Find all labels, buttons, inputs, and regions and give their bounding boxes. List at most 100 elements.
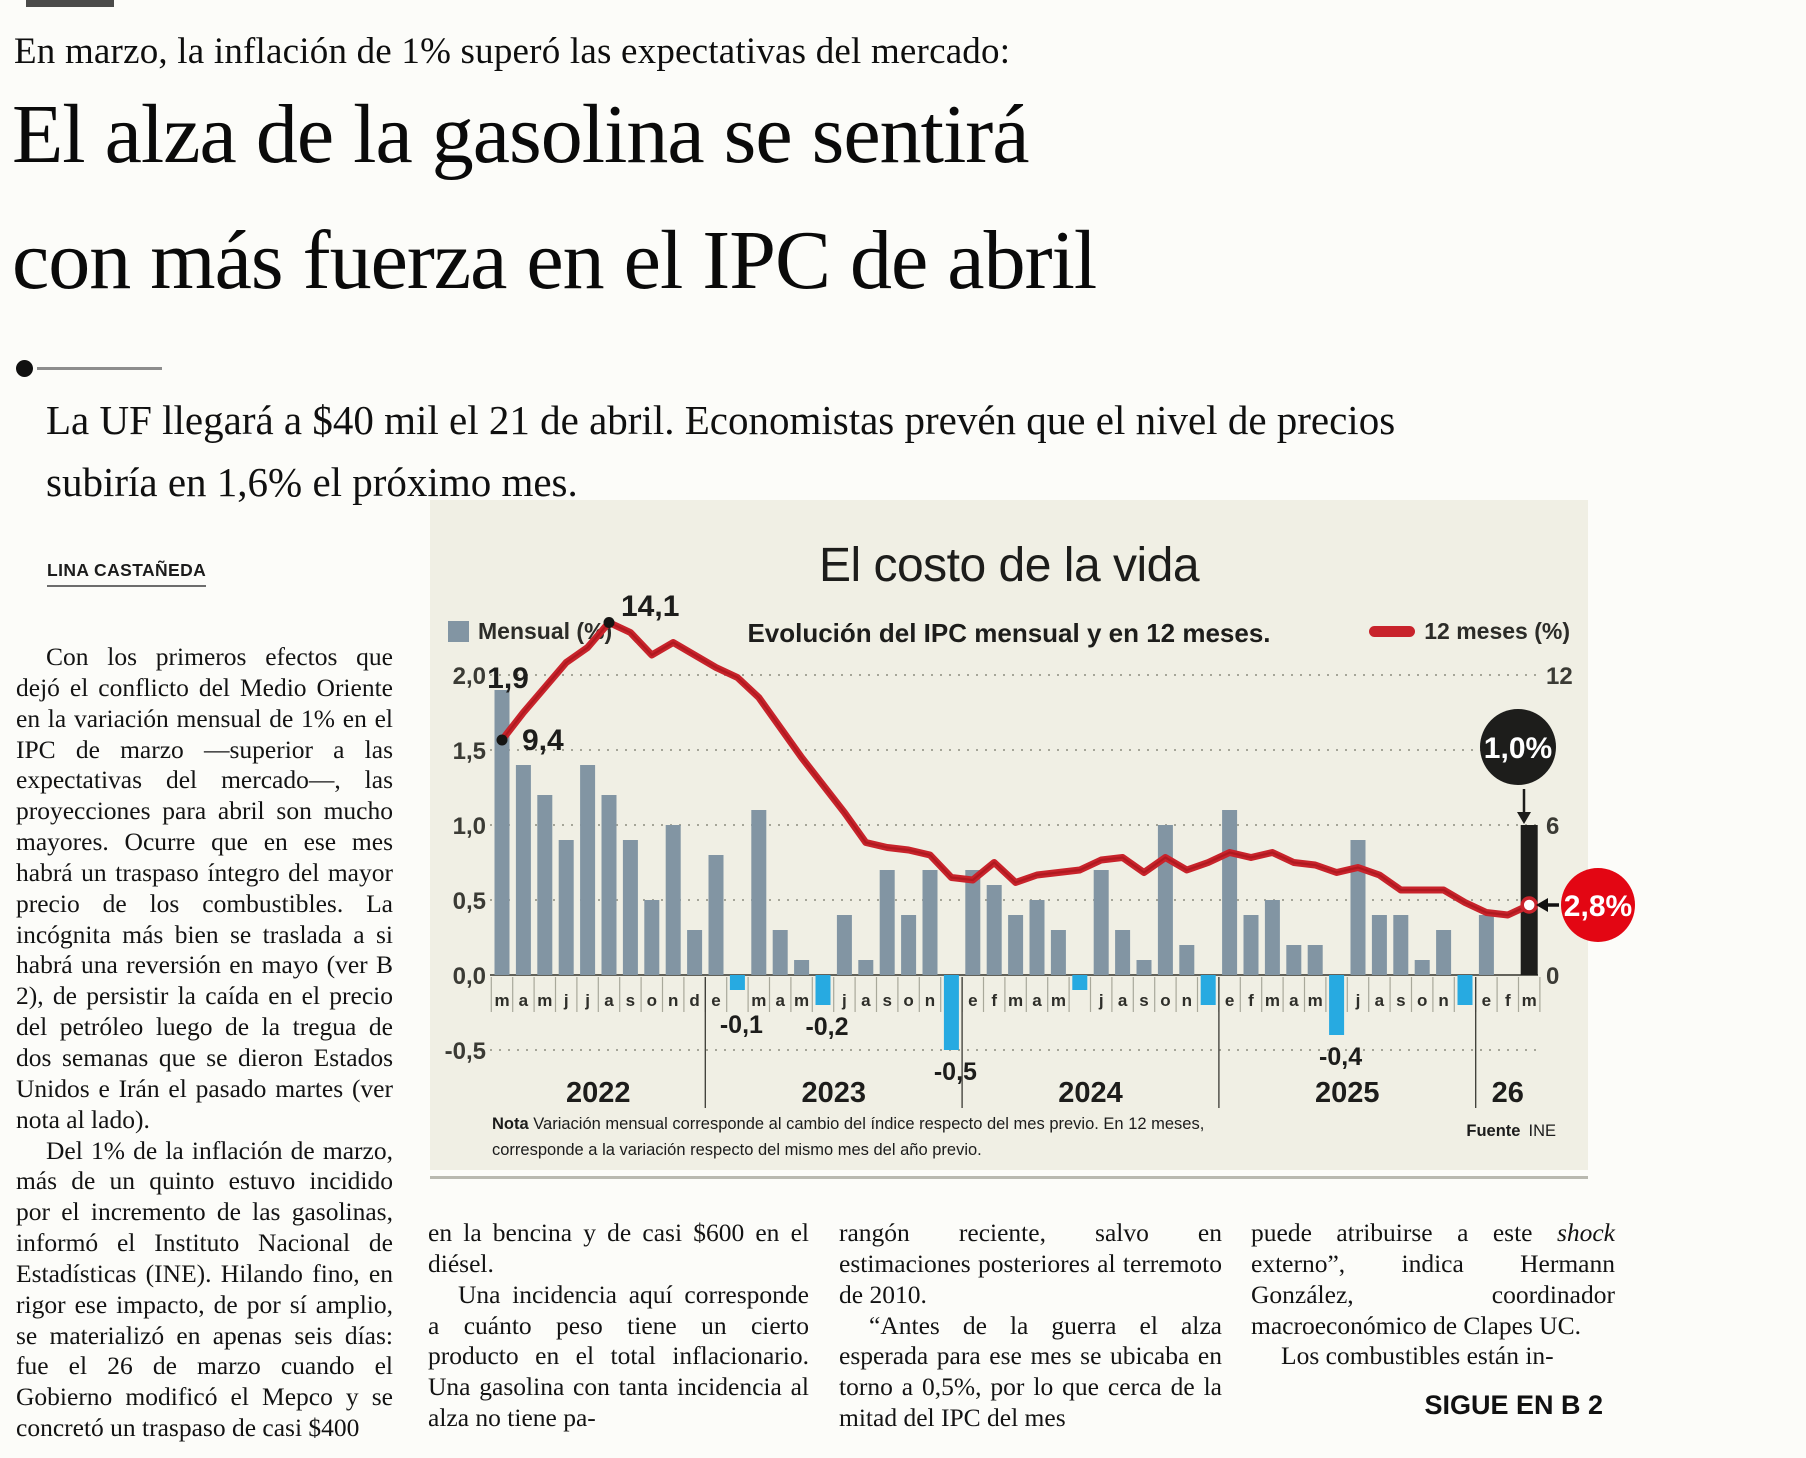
note-text: Variación mensual corresponde al cambio … <box>492 1115 1205 1159</box>
month-label: a <box>775 991 785 1010</box>
left-axis-tick: 0,0 <box>453 963 486 990</box>
first-bar-label: 1,9 <box>487 662 529 695</box>
rule-dash <box>37 367 162 370</box>
continues-notice: SIGUE EN B 2 <box>1424 1390 1603 1420</box>
bar-negative-2023-f <box>729 975 745 990</box>
bar-2025-s <box>1393 915 1409 975</box>
bar-swatch-icon <box>448 621 469 642</box>
month-label: a <box>1118 991 1128 1010</box>
bar-2025-o <box>1414 960 1430 975</box>
bar-2025-m <box>1307 945 1323 975</box>
bar-2025-a <box>1286 945 1302 975</box>
bar-2023-a <box>858 960 874 975</box>
bar-26-e <box>1478 915 1494 975</box>
chart-subtitle: Evolución del IPC mensual y en 12 meses. <box>747 618 1271 648</box>
italic-word: shock <box>1556 1218 1615 1247</box>
month-label: d <box>689 991 699 1010</box>
paragraph: puede atribuirse a este shock externo”, … <box>1251 1218 1615 1340</box>
chart-panel: El costo de la vida Evolución del IPC me… <box>430 500 1635 1170</box>
left-axis-tick: 0,5 <box>453 888 486 915</box>
line-end-marker <box>1520 896 1538 914</box>
month-label: m <box>1265 991 1280 1010</box>
bar-2023-e <box>708 855 724 975</box>
month-label: a <box>1289 991 1299 1010</box>
paragraph: Una incidencia aquí corresponde a cuánto… <box>428 1279 809 1433</box>
paragraph: Con los primeros efectos que dejó el con… <box>16 642 393 1134</box>
month-label: o <box>1417 991 1427 1010</box>
month-label: j <box>1355 991 1361 1010</box>
bar-2022-a <box>515 765 531 975</box>
bar-2024-a <box>1115 930 1131 975</box>
divider-rule <box>430 1176 1588 1179</box>
line-peak-label: 14,1 <box>621 590 679 623</box>
bar-negative-2023-j <box>815 975 831 1005</box>
month-label: f <box>991 991 997 1010</box>
year-label: 2024 <box>1058 1077 1123 1109</box>
bar-2024-j <box>1093 870 1109 975</box>
month-label: n <box>668 991 678 1010</box>
month-label: a <box>861 991 871 1010</box>
legend-12-meses: 12 meses (%) <box>1369 618 1570 645</box>
badge-annual-final-label: 2,8% <box>1564 890 1632 923</box>
bar-2022-d <box>687 930 703 975</box>
month-label: a <box>1032 991 1042 1010</box>
article-column-4: puede atribuirse a este shock externo”, … <box>1251 1218 1615 1372</box>
year-label: 2025 <box>1315 1077 1380 1109</box>
left-axis-tick: -0,5 <box>445 1038 486 1065</box>
line-peak-dot <box>603 617 615 628</box>
month-label: m <box>1522 991 1537 1010</box>
month-label: j <box>1098 991 1104 1010</box>
article-column-2: en la bencina y de casi $600 en el diése… <box>428 1218 809 1434</box>
page-edge-mark <box>26 0 114 7</box>
year-label: 26 <box>1492 1077 1524 1109</box>
bullet-icon <box>16 360 33 377</box>
month-label: f <box>1505 991 1511 1010</box>
negative-value-label: -0,5 <box>934 1058 977 1086</box>
bar-2024-m <box>1008 915 1024 975</box>
month-label: s <box>882 991 891 1010</box>
month-label: a <box>1375 991 1385 1010</box>
source-label: Fuente <box>1466 1122 1521 1140</box>
month-label: o <box>903 991 913 1010</box>
right-axis-tick: 6 <box>1546 813 1559 840</box>
month-label: o <box>647 991 657 1010</box>
bar-2024-n <box>1179 945 1195 975</box>
month-label: s <box>1139 991 1148 1010</box>
bar-2022-j <box>558 840 574 975</box>
month-label: n <box>1182 991 1192 1010</box>
bar-2025-e <box>1222 810 1238 975</box>
negative-value-label: -0,1 <box>720 1011 763 1039</box>
left-axis-tick: 1,0 <box>453 813 486 840</box>
right-axis-tick: 0 <box>1546 963 1559 990</box>
month-label: e <box>968 991 977 1010</box>
badge-monthly-final-label: 1,0% <box>1484 732 1552 765</box>
month-label: e <box>1225 991 1234 1010</box>
bar-2023-a <box>772 930 788 975</box>
bar-negative-2024-d <box>1200 975 1216 1005</box>
byline: LINA CASTAÑEDA <box>47 560 207 587</box>
headline-line-2: con más fuerza en el IPC de abril <box>12 214 1097 307</box>
article-column-1: Con los primeros efectos que dejó el con… <box>16 642 393 1458</box>
line-swatch-icon <box>1369 626 1416 637</box>
arrow-left-head <box>1536 898 1548 912</box>
right-axis-tick: 12 <box>1546 663 1573 690</box>
month-label: n <box>925 991 935 1010</box>
note-label: Nota <box>492 1115 529 1133</box>
ipc-12m-line <box>498 619 1533 919</box>
paragraph: Del 1% de la inflación de marzo, más de … <box>16 1135 393 1443</box>
paragraph: Los combustibles están in- <box>1281 1341 1554 1371</box>
chart-source: Fuente INE <box>1466 1122 1556 1141</box>
paragraph: “Antes de la guerra el alza esperada par… <box>839 1310 1222 1433</box>
bar-2024-m <box>1050 930 1066 975</box>
month-label: m <box>1308 991 1323 1010</box>
negative-value-label: -0,2 <box>805 1013 848 1041</box>
month-label: e <box>711 991 720 1010</box>
month-label: m <box>494 991 509 1010</box>
article-column-3: rangón reciente, salvo en estimaciones p… <box>839 1218 1222 1434</box>
bar-2023-s <box>879 870 895 975</box>
month-label: m <box>751 991 766 1010</box>
bar-2023-m <box>751 810 767 975</box>
month-label: e <box>1482 991 1491 1010</box>
month-label: m <box>794 991 809 1010</box>
